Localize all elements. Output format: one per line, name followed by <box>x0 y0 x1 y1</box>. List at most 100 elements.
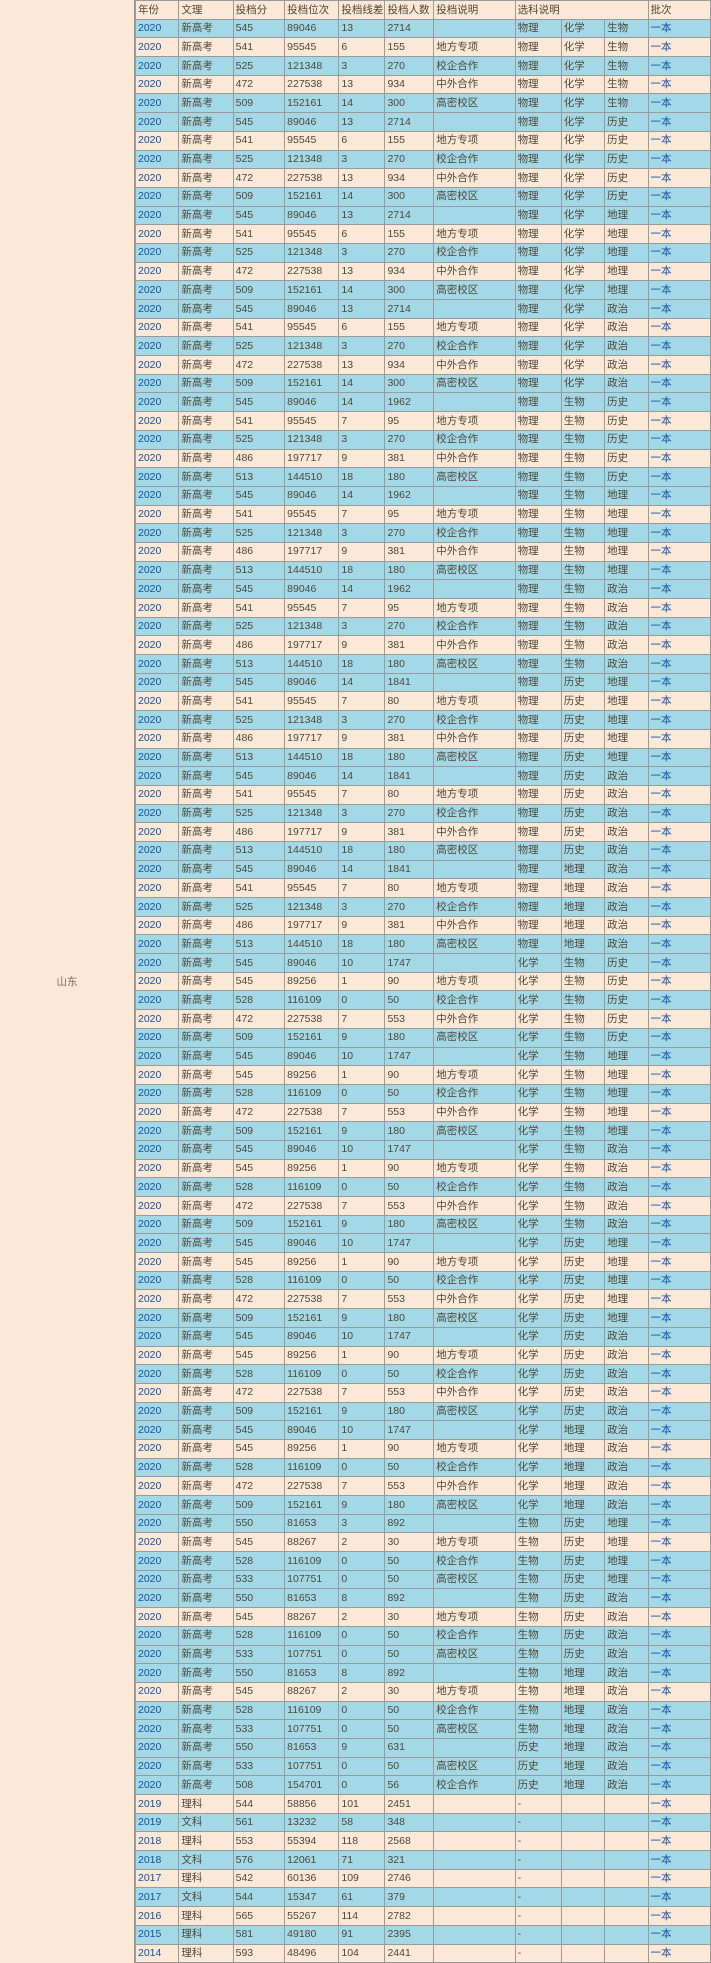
table-cell: 地理 <box>605 486 648 505</box>
table-cell: 2020 <box>136 1720 179 1739</box>
table-cell: 104 <box>339 1944 385 1963</box>
table-cell: 一本 <box>648 1159 710 1178</box>
table-cell: 高密校区 <box>434 1570 515 1589</box>
table-row: 2015理科58149180912395-一本 <box>136 1925 711 1944</box>
table-cell: 95545 <box>285 131 339 150</box>
table-cell: 934 <box>385 356 434 375</box>
table-cell: 新高考 <box>179 75 233 94</box>
table-cell: 2020 <box>136 1271 179 1290</box>
table-cell <box>561 1851 604 1870</box>
table-cell: 0 <box>339 1776 385 1795</box>
table-cell: 541 <box>233 225 285 244</box>
table-cell: 校企合作 <box>434 1365 515 1384</box>
table-cell: 新高考 <box>179 1309 233 1328</box>
table-cell: 新高考 <box>179 1365 233 1384</box>
table-cell: 化学 <box>561 225 604 244</box>
table-cell: 地理 <box>561 898 604 917</box>
table-cell: 81653 <box>285 1664 339 1683</box>
table-cell: 一本 <box>648 1010 710 1029</box>
table-row: 2020新高考54195545780地方专项物理历史政治一本 <box>136 785 711 804</box>
table-cell: 一本 <box>648 1253 710 1272</box>
table-cell: 新高考 <box>179 38 233 57</box>
table-cell: 政治 <box>605 1645 648 1664</box>
table-cell: 历史 <box>605 393 648 412</box>
header-cell: 文理 <box>179 1 233 20</box>
table-cell: 历史 <box>605 169 648 188</box>
table-cell <box>434 1421 515 1440</box>
table-cell: 2020 <box>136 486 179 505</box>
table-cell: 新高考 <box>179 1010 233 1029</box>
table-cell: 一本 <box>648 1103 710 1122</box>
table-row: 2020新高考5251213483270校企合作物理化学生物一本 <box>136 57 711 76</box>
table-cell: 新高考 <box>179 916 233 935</box>
table-cell: 高密校区 <box>434 1309 515 1328</box>
table-cell: 197717 <box>285 636 339 655</box>
table-cell: 化学 <box>561 187 604 206</box>
table-cell: 0 <box>339 1757 385 1776</box>
table-cell: 381 <box>385 916 434 935</box>
table-cell: 一本 <box>648 785 710 804</box>
table-cell: 95545 <box>285 785 339 804</box>
table-cell: 2020 <box>136 748 179 767</box>
table-cell <box>434 1944 515 1963</box>
table-cell: 物理 <box>515 617 561 636</box>
table-cell: 一本 <box>648 1514 710 1533</box>
table-cell: 2020 <box>136 1496 179 1515</box>
table-cell: 2020 <box>136 1776 179 1795</box>
table-cell: 一本 <box>648 1290 710 1309</box>
table-cell: 新高考 <box>179 1608 233 1627</box>
table-cell: 550 <box>233 1738 285 1757</box>
table-cell: 13 <box>339 262 385 281</box>
table-cell: 化学 <box>515 1178 561 1197</box>
table-cell: 历史 <box>605 991 648 1010</box>
table-cell: 物理 <box>515 57 561 76</box>
table-cell: 历史 <box>605 430 648 449</box>
table-cell: 一本 <box>648 711 710 730</box>
table-cell: 新高考 <box>179 692 233 711</box>
table-cell: 2020 <box>136 1682 179 1701</box>
table-row: 2020新高考533107751050高密校区生物历史地理一本 <box>136 1570 711 1589</box>
table-cell: 生物 <box>605 19 648 38</box>
table-cell: 生物 <box>561 954 604 973</box>
table-cell: 一本 <box>648 486 710 505</box>
table-cell: 一本 <box>648 412 710 431</box>
table-cell: 物理 <box>515 729 561 748</box>
table-cell: 550 <box>233 1589 285 1608</box>
table-cell: 生物 <box>561 655 604 674</box>
table-cell: 化学 <box>515 1066 561 1085</box>
table-cell: 2020 <box>136 935 179 954</box>
table-cell: 2020 <box>136 1664 179 1683</box>
table-cell: 一本 <box>648 1738 710 1757</box>
table-cell: 化学 <box>515 1421 561 1440</box>
table-cell: 化学 <box>561 19 604 38</box>
table-cell: 121348 <box>285 804 339 823</box>
table-cell: 新高考 <box>179 823 233 842</box>
table-cell: 物理 <box>515 449 561 468</box>
table-cell <box>605 1813 648 1832</box>
table-cell: 生物 <box>561 468 604 487</box>
table-cell: 50 <box>385 1720 434 1739</box>
header-cell: 选科说明 <box>515 1 648 20</box>
table-row: 2020新高考54195545780地方专项物理地理政治一本 <box>136 879 711 898</box>
table-cell: 545 <box>233 300 285 319</box>
table-cell: 化学 <box>515 1309 561 1328</box>
table-cell: 地方专项 <box>434 1533 515 1552</box>
table-cell: 地理 <box>605 692 648 711</box>
table-cell: 历史 <box>605 131 648 150</box>
table-cell: 89046 <box>285 113 339 132</box>
table-cell: 2020 <box>136 1439 179 1458</box>
table-cell: 472 <box>233 1197 285 1216</box>
table-cell: 544 <box>233 1795 285 1814</box>
table-row: 2020新高考54589046141962物理生物历史一本 <box>136 393 711 412</box>
table-cell: 物理 <box>515 823 561 842</box>
table-cell: 9 <box>339 542 385 561</box>
table-cell: 3 <box>339 898 385 917</box>
province-cell: 山东 <box>0 0 135 1963</box>
table-cell: 政治 <box>605 935 648 954</box>
table-cell: 0 <box>339 1552 385 1571</box>
table-cell: 化学 <box>515 1477 561 1496</box>
table-cell: 一本 <box>648 673 710 692</box>
table-cell <box>434 580 515 599</box>
table-cell: 180 <box>385 935 434 954</box>
table-cell: 新高考 <box>179 1757 233 1776</box>
